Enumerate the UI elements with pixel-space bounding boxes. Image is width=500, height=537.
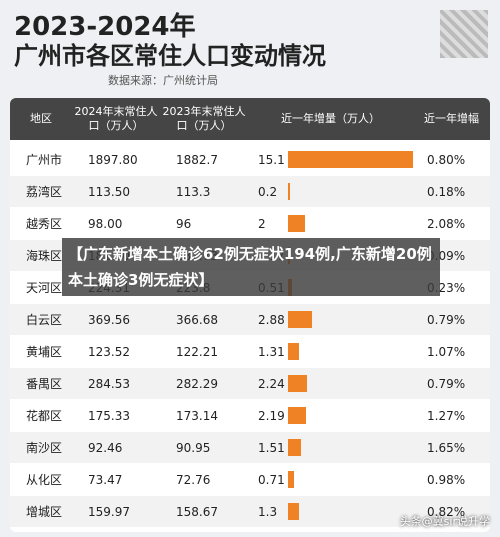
- cell: 从化区: [26, 473, 63, 487]
- table-row: 广州市 1897.80 1882.7 15.1 0.80%: [10, 144, 490, 175]
- bar: [288, 407, 307, 424]
- cell: 1.07%: [427, 344, 466, 359]
- cell: 15.1: [258, 152, 285, 167]
- cell: 0.80%: [427, 152, 466, 167]
- cell: 番禺区: [26, 377, 63, 391]
- cell: 0.2: [258, 184, 278, 199]
- cell: 1.65%: [427, 440, 466, 455]
- cell: 广州市: [26, 153, 63, 167]
- cell: 0.82%: [427, 504, 466, 519]
- cell: 天河区: [26, 281, 63, 295]
- cell: 2.24: [258, 376, 285, 391]
- cell: 花都区: [26, 409, 63, 423]
- bar: [288, 215, 305, 232]
- cell: 1.51: [258, 440, 285, 455]
- bar: [288, 311, 312, 328]
- watermark: 头条@冀sir说升学: [399, 515, 490, 528]
- cell: 98.00: [88, 216, 123, 231]
- cell: 0.18%: [427, 184, 466, 199]
- table-row: 番禺区 284.53 282.29 2.24 0.79%: [10, 368, 490, 399]
- bar: [288, 343, 299, 360]
- table-row: 南沙区 92.46 90.95 1.51 1.65%: [10, 432, 490, 463]
- bar: [288, 183, 290, 200]
- column-header: 2023年末常住人口（万人）: [162, 105, 246, 132]
- bar: [288, 439, 301, 456]
- cell: 0.71: [258, 472, 285, 487]
- cell: 122.21: [176, 344, 218, 359]
- table-header: 地区 2024年末常住人口（万人） 2023年末常住人口（万人） 近一年增量（万人） 近…: [10, 98, 490, 140]
- cell: 荔湾区: [26, 185, 63, 199]
- qr-code: [440, 10, 488, 58]
- cell: 1.3: [258, 504, 278, 519]
- title: 2023-2024年: [14, 12, 196, 42]
- table-row: 越秀区 98.00 96 2 2.08%: [10, 208, 490, 239]
- cell: 159.97: [88, 504, 130, 519]
- bar: [288, 151, 413, 168]
- cell: 0.98%: [427, 472, 466, 487]
- cell: 0.79%: [427, 312, 466, 327]
- news-overlay: 【广东新增本土确诊62例无症状194例,广东新增20例本土确诊3例无症状】: [62, 238, 440, 296]
- table-row: 黄埔区 123.52 122.21 1.31 1.07%: [10, 336, 490, 367]
- cell: 366.68: [176, 312, 218, 327]
- cell: 白云区: [26, 313, 63, 327]
- cell: 2.08%: [427, 216, 466, 231]
- cell: 增城区: [26, 505, 63, 519]
- cell: 369.56: [88, 312, 130, 327]
- bar: [288, 471, 294, 488]
- cell: 黄埔区: [26, 345, 63, 359]
- cell: 175.33: [88, 408, 130, 423]
- cell: 96: [176, 216, 192, 231]
- cell: 1.31: [258, 344, 285, 359]
- cell: 0.79%: [427, 376, 466, 391]
- cell: 越秀区: [26, 217, 63, 231]
- cell: 南沙区: [26, 441, 63, 455]
- table-row: 荔湾区 113.50 113.3 0.2 0.18%: [10, 176, 490, 207]
- column-header: 2024年末常住人口（万人）: [74, 105, 158, 132]
- cell: 284.53: [88, 376, 130, 391]
- column-header: 近一年增量（万人）: [281, 112, 380, 125]
- cell: 73.47: [88, 472, 123, 487]
- cell: 173.14: [176, 408, 218, 423]
- table: 地区 2024年末常住人口（万人） 2023年末常住人口（万人） 近一年增量（万人） 近…: [10, 98, 490, 532]
- table-row: 增城区 159.97 158.67 1.3 0.82%: [10, 496, 490, 527]
- cell: 90.95: [176, 440, 211, 455]
- cell: 2: [258, 216, 266, 231]
- source: 数据来源：广州统计局: [108, 74, 218, 87]
- cell: 海珠区: [26, 249, 63, 263]
- cell: 113.50: [88, 184, 130, 199]
- cell: 92.46: [88, 440, 123, 455]
- table-row: 从化区 73.47 72.76 0.71 0.98%: [10, 464, 490, 495]
- cell: 2.19: [258, 408, 285, 423]
- table-row: 白云区 369.56 366.68 2.88 0.79%: [10, 304, 490, 335]
- bar: [288, 375, 307, 392]
- bar: [288, 503, 299, 520]
- cell: 2.88: [258, 312, 285, 327]
- cell: 1897.80: [88, 152, 138, 167]
- cell: 72.76: [176, 472, 211, 487]
- cell: 1882.7: [176, 152, 218, 167]
- cell: 123.52: [88, 344, 130, 359]
- title: 广州市各区常住人口变动情况: [14, 42, 326, 70]
- column-header: 近一年增幅: [424, 112, 479, 125]
- cell: 158.67: [176, 504, 218, 519]
- cell: 1.27%: [427, 408, 466, 423]
- table-row: 花都区 175.33 173.14 2.19 1.27%: [10, 400, 490, 431]
- column-header: 地区: [30, 112, 52, 125]
- cell: 113.3: [176, 184, 211, 199]
- cell: 282.29: [176, 376, 218, 391]
